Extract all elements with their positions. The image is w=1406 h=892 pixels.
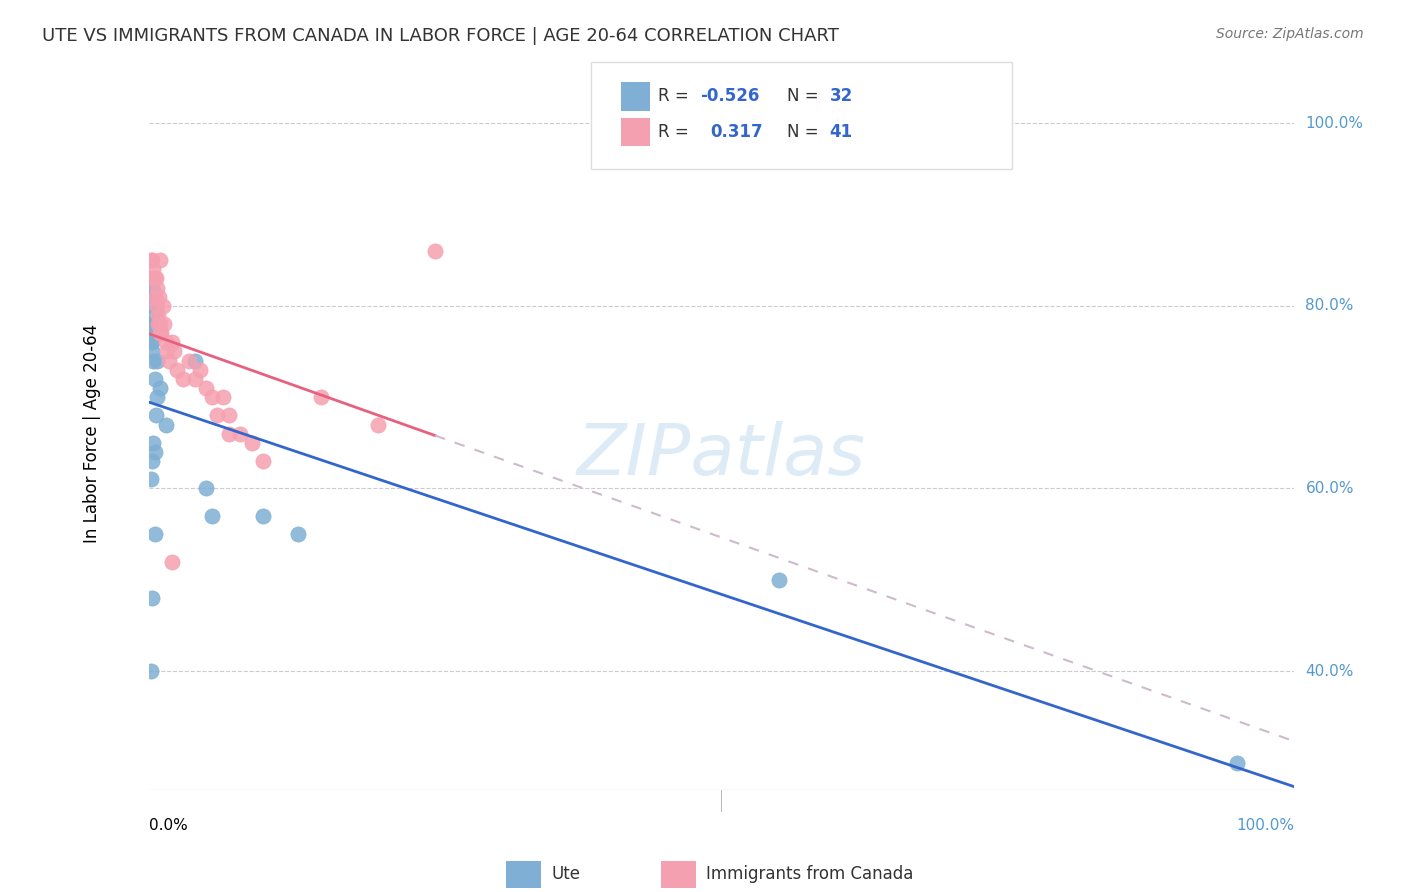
Point	[143, 271, 166, 285]
Point	[141, 326, 163, 341]
Text: 32: 32	[830, 87, 853, 105]
Point	[139, 472, 162, 486]
Point	[143, 308, 166, 322]
Text: 41: 41	[830, 123, 852, 141]
Point	[142, 353, 165, 368]
Point	[146, 390, 169, 404]
Point	[157, 353, 180, 368]
Point	[177, 353, 200, 368]
Text: 80.0%: 80.0%	[1305, 298, 1354, 313]
Point	[163, 344, 186, 359]
Point	[218, 409, 240, 423]
Point	[146, 317, 169, 331]
Point	[142, 435, 165, 450]
Point	[139, 317, 162, 331]
Point	[188, 363, 211, 377]
Point	[141, 280, 163, 294]
Point	[146, 280, 169, 294]
Point	[142, 299, 165, 313]
Point	[143, 372, 166, 386]
Point	[201, 508, 224, 523]
Point	[287, 527, 309, 541]
Point	[141, 271, 163, 285]
Point	[207, 409, 229, 423]
Text: R =: R =	[658, 87, 695, 105]
Text: 0.317: 0.317	[710, 123, 762, 141]
Point	[149, 326, 172, 341]
Point	[252, 508, 274, 523]
Point	[141, 335, 163, 350]
Point	[139, 664, 162, 678]
Point	[145, 271, 167, 285]
Point	[155, 335, 177, 350]
Point	[183, 372, 205, 386]
Point	[201, 390, 224, 404]
Point	[309, 390, 332, 404]
Point	[139, 253, 162, 268]
Text: Source: ZipAtlas.com: Source: ZipAtlas.com	[1216, 27, 1364, 41]
Text: 40.0%: 40.0%	[1305, 664, 1354, 679]
Text: -0.526: -0.526	[700, 87, 759, 105]
Text: N =: N =	[787, 87, 824, 105]
Point	[141, 591, 163, 606]
Point	[143, 527, 166, 541]
Point	[195, 482, 218, 496]
Point	[143, 290, 166, 304]
Point	[229, 426, 252, 441]
Point	[152, 299, 174, 313]
Point	[240, 435, 263, 450]
Text: UTE VS IMMIGRANTS FROM CANADA IN LABOR FORCE | AGE 20-64 CORRELATION CHART: UTE VS IMMIGRANTS FROM CANADA IN LABOR F…	[42, 27, 839, 45]
Point	[183, 353, 205, 368]
Point	[166, 363, 188, 377]
Text: N =: N =	[787, 123, 824, 141]
Point	[142, 317, 165, 331]
Text: Ute: Ute	[551, 865, 581, 883]
Point	[141, 344, 163, 359]
Point	[160, 335, 183, 350]
Point	[146, 299, 169, 313]
Point	[141, 280, 163, 294]
Point	[149, 317, 172, 331]
Point	[195, 381, 218, 395]
Point	[768, 573, 790, 587]
Point	[1226, 756, 1249, 770]
Point	[148, 290, 170, 304]
Point	[149, 253, 172, 268]
Point	[152, 317, 174, 331]
Point	[143, 445, 166, 459]
Text: 0.0%: 0.0%	[149, 819, 187, 833]
Text: R =: R =	[658, 123, 695, 141]
Point	[141, 253, 163, 268]
Point	[423, 244, 446, 258]
Text: 100.0%: 100.0%	[1236, 819, 1294, 833]
Text: Immigrants from Canada: Immigrants from Canada	[706, 865, 912, 883]
Point	[139, 335, 162, 350]
Text: 100.0%: 100.0%	[1305, 116, 1364, 130]
Point	[142, 262, 165, 277]
Point	[212, 390, 235, 404]
Point	[172, 372, 194, 386]
Text: In Labor Force | Age 20-64: In Labor Force | Age 20-64	[83, 324, 100, 543]
Point	[367, 417, 389, 432]
Point	[150, 326, 173, 341]
Point	[252, 454, 274, 468]
Point	[141, 454, 163, 468]
Point	[160, 555, 183, 569]
Point	[143, 290, 166, 304]
Point	[155, 417, 177, 432]
Point	[146, 353, 169, 368]
Point	[145, 409, 167, 423]
Point	[156, 344, 179, 359]
Point	[149, 381, 172, 395]
Text: ZIPatlas: ZIPatlas	[576, 420, 866, 490]
Point	[146, 308, 169, 322]
Text: 60.0%: 60.0%	[1305, 481, 1354, 496]
Point	[218, 426, 240, 441]
